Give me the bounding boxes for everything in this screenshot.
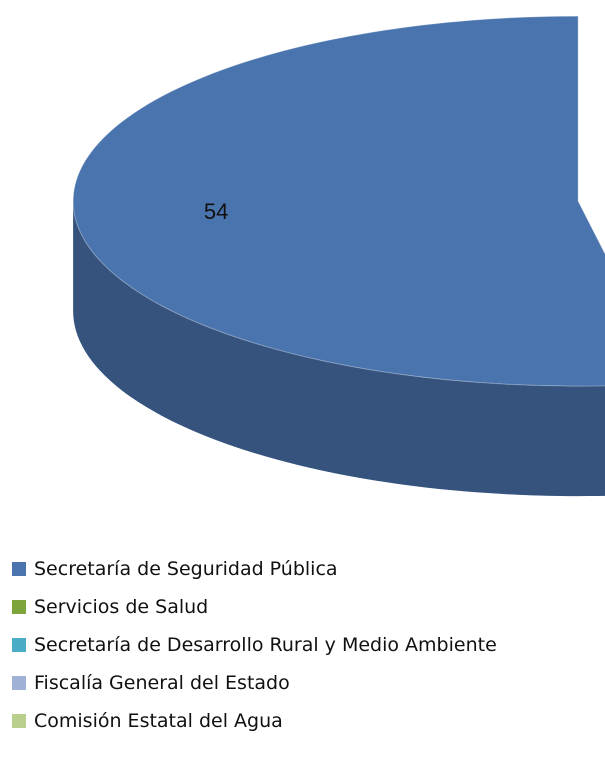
chart: 54211 (72, 15, 605, 497)
legend: Secretaría de Seguridad Pública Servicios… (12, 550, 497, 740)
legend-swatch (12, 600, 26, 614)
legend-swatch (12, 638, 26, 652)
data-label: 54 (204, 199, 228, 224)
legend-item: Secretaría de Seguridad Pública (12, 550, 497, 588)
slice-side-shade (73, 201, 605, 497)
legend-item: Servicios de Salud (12, 588, 497, 626)
legend-label: Comisión Estatal del Agua (34, 710, 283, 732)
legend-item: Secretaría de Desarrollo Rural y Medio A… (12, 626, 497, 664)
slice (72, 15, 605, 387)
legend-label: Fiscalía General del Estado (34, 672, 290, 694)
legend-label: Secretaría de Desarrollo Rural y Medio A… (34, 634, 497, 656)
tops (72, 15, 605, 387)
legend-swatch (12, 714, 26, 728)
legend-label: Secretaría de Seguridad Pública (34, 558, 338, 580)
slice-side (73, 201, 605, 497)
sides (73, 201, 605, 497)
legend-item: Comisión Estatal del Agua (12, 702, 497, 740)
legend-swatch (12, 562, 26, 576)
legend-label: Servicios de Salud (34, 596, 209, 618)
legend-item: Fiscalía General del Estado (12, 664, 497, 702)
legend-swatch (12, 676, 26, 690)
